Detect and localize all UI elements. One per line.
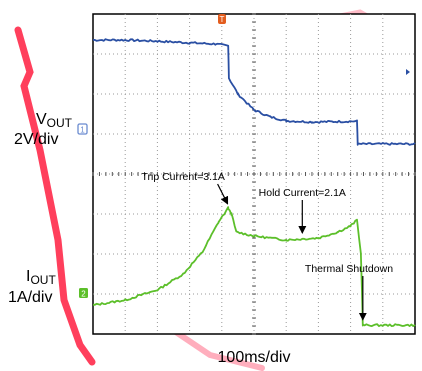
annotation-text: Thermal Shutdown (305, 263, 393, 275)
svg-text:2: 2 (81, 290, 86, 299)
annotation: Hold Current=2.1A (259, 187, 346, 234)
iout-channel-label: IOUT 1A/div 2 (8, 268, 88, 306)
ch1-marker-icon: 1 (77, 123, 88, 135)
ch2-marker-icon: 2 (79, 288, 88, 299)
iout-label-main: I (26, 268, 30, 285)
vout-channel-label: VOUT 2V/div 1 (14, 111, 88, 148)
x-axis-label: 100ms/div (218, 349, 291, 366)
level-marker-icon (406, 69, 410, 75)
annotation-text: Trip Current=3.1A (141, 171, 224, 183)
traces (92, 38, 416, 327)
annotations: Trip Current=3.1A Hold Current=2.1A Therma… (141, 171, 393, 321)
annotation-text: Hold Current=2.1A (259, 187, 346, 199)
iout-label-sub: OUT (30, 273, 56, 287)
svg-text:1: 1 (80, 126, 85, 135)
trigger-marker-icon: T (218, 14, 226, 24)
svg-text:VOUT: VOUT (36, 111, 73, 130)
iout-trace (92, 206, 416, 327)
annotation: Thermal Shutdown (305, 263, 393, 321)
vout-label-sub: OUT (47, 116, 73, 130)
vout-label-main: V (36, 111, 47, 128)
svg-text:IOUT: IOUT (26, 268, 56, 287)
plot-area: Trip Current=3.1A Hold Current=2.1A Therma… (92, 13, 416, 335)
svg-text:T: T (220, 15, 225, 24)
vout-trace (92, 38, 416, 146)
vout-scale: 2V/div (14, 131, 58, 148)
iout-scale: 1A/div (8, 289, 52, 306)
annotation: Trip Current=3.1A (141, 171, 229, 205)
annotation-arrow (217, 183, 229, 205)
